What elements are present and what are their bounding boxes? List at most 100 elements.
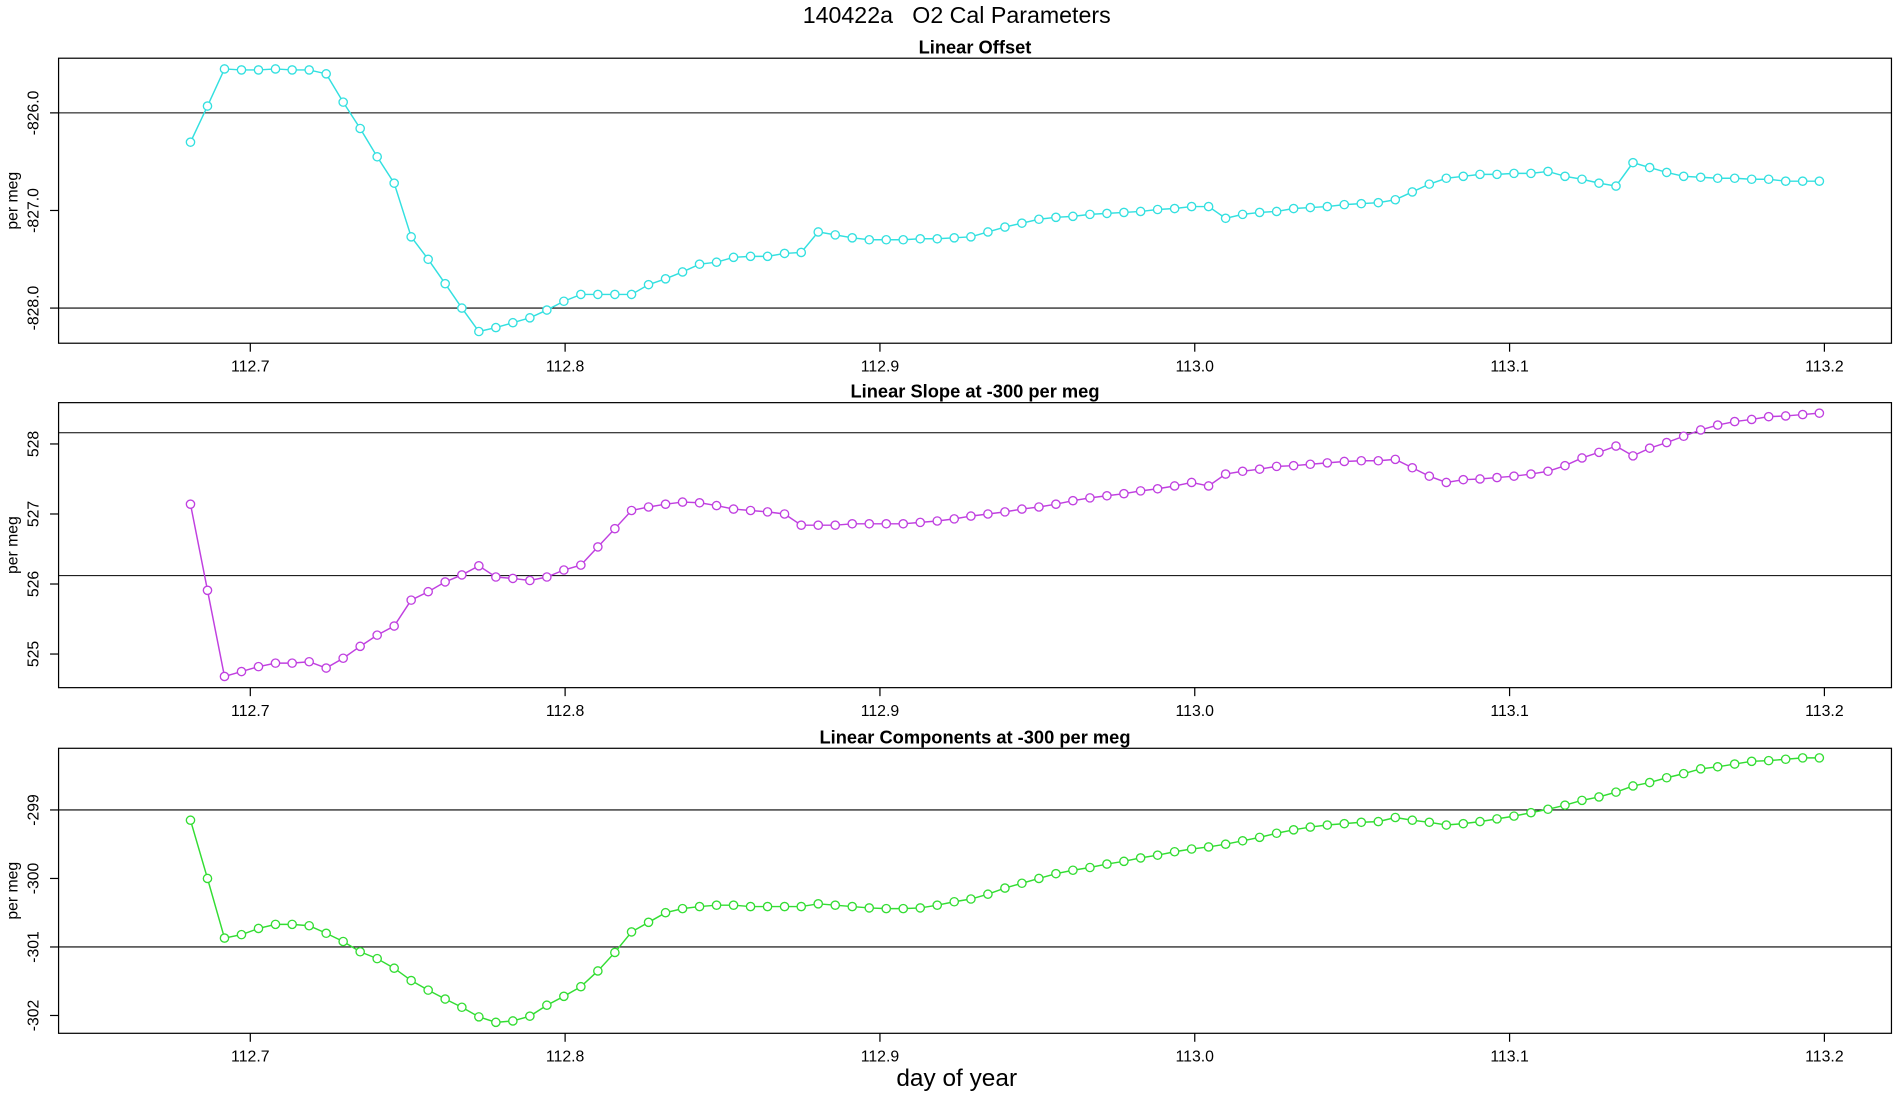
x-tick-label: 113.1 (1490, 359, 1529, 376)
data-point (796, 901, 807, 912)
data-point (1543, 466, 1553, 477)
data-point (1119, 207, 1129, 218)
y-axis-label: per meg (5, 516, 22, 574)
x-tick-label: 113.0 (1176, 359, 1215, 376)
data-point (423, 254, 433, 265)
data-point (1661, 437, 1672, 448)
data-point (1237, 835, 1248, 846)
data-point (1068, 865, 1078, 876)
data-point (1085, 862, 1095, 873)
data-point (1661, 167, 1672, 178)
x-tick-label: 112.7 (231, 359, 269, 376)
data-point (711, 257, 722, 267)
data-point (372, 152, 382, 162)
data-point (1068, 211, 1078, 222)
data-point (1203, 481, 1214, 491)
x-tick-label: 113.2 (1805, 703, 1843, 720)
data-point (1068, 495, 1078, 506)
data-point (847, 233, 858, 243)
data-point (1746, 414, 1757, 425)
data-point (1458, 818, 1469, 829)
data-point (915, 233, 926, 244)
panel-title: Linear Components at -300 per meg (820, 726, 1131, 747)
data-point (677, 903, 688, 914)
x-tick-label: 112.8 (546, 359, 585, 376)
data-point (694, 497, 705, 508)
data-point (1034, 214, 1044, 225)
data-point (1220, 839, 1231, 849)
data-point (779, 901, 790, 912)
data-point (983, 889, 993, 900)
data-point (1203, 842, 1214, 852)
data-point (1169, 481, 1180, 491)
data-point (1763, 755, 1774, 766)
data-point (881, 234, 892, 245)
data-point (1237, 466, 1248, 477)
x-tick-label: 112.8 (546, 703, 585, 720)
data-point (576, 560, 586, 570)
data-point (1526, 168, 1536, 179)
data-point (338, 936, 348, 947)
data-point (745, 251, 756, 262)
data-point (864, 519, 875, 529)
chart-title: 140422a O2 Cal Parameters (803, 2, 1111, 28)
data-point (1695, 425, 1706, 435)
data-point (219, 933, 230, 943)
data-point (270, 64, 281, 74)
data-point (202, 873, 213, 884)
data-point (474, 561, 484, 571)
data-point (542, 305, 552, 315)
data-point (779, 248, 790, 259)
x-tick-label: 112.7 (231, 703, 269, 720)
data-point (830, 520, 841, 530)
data-point (1492, 472, 1502, 483)
x-tick-label: 112.8 (546, 1049, 585, 1066)
data-point (745, 505, 756, 516)
data-point (1678, 171, 1689, 182)
data-point (406, 595, 416, 605)
data-point (1441, 477, 1452, 488)
data-point (1000, 222, 1010, 232)
data-point (1814, 408, 1825, 418)
data-point (389, 178, 399, 188)
x-tick-label: 112.9 (861, 703, 900, 720)
data-point (1475, 169, 1485, 180)
plot-frame (57, 747, 1893, 1034)
data-point (287, 658, 297, 668)
y-tick-label: -302 (25, 1000, 42, 1032)
data-point (643, 279, 654, 290)
data-point (1102, 859, 1112, 869)
x-tick-label: 112.9 (861, 359, 900, 376)
data-point (542, 1000, 552, 1010)
data-point (304, 656, 314, 667)
data-point (1322, 201, 1333, 212)
data-point (915, 517, 926, 528)
data-point (1407, 462, 1418, 473)
data-point (542, 572, 552, 582)
data-point (321, 69, 331, 79)
data-point (236, 666, 247, 677)
data-point (389, 621, 399, 631)
data-point (830, 230, 841, 240)
data-point (1763, 411, 1774, 422)
y-tick-label: -300 (25, 862, 42, 894)
data-point (253, 923, 264, 934)
data-point (949, 514, 960, 524)
y-tick-label: -828.0 (25, 286, 42, 331)
data-point (1797, 409, 1808, 420)
data-point (1339, 199, 1350, 210)
data-point (1102, 208, 1112, 219)
data-point (1288, 460, 1299, 471)
data-point (253, 65, 264, 75)
data-point (1169, 203, 1180, 214)
data-point (677, 267, 688, 277)
data-point (1577, 795, 1587, 806)
data-point (1373, 197, 1384, 208)
data-point (1712, 420, 1723, 430)
data-point (1780, 411, 1791, 421)
data-point (1814, 753, 1825, 763)
data-point (1102, 490, 1112, 501)
y-tick-label: 527 (25, 501, 42, 527)
data-point (576, 289, 586, 300)
panel-title: Linear Offset (919, 36, 1032, 57)
